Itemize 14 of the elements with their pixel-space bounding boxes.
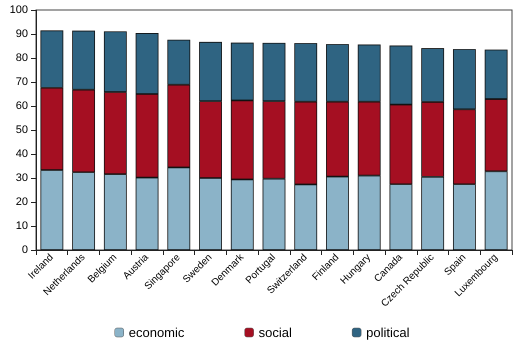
y-tick-label: 90 <box>16 28 28 40</box>
y-tick-label: 50 <box>16 124 28 136</box>
y-tick-label: 40 <box>16 148 28 160</box>
y-tick-label: 30 <box>16 172 28 184</box>
y-tick-label: 60 <box>16 100 28 112</box>
y-tick-label: 70 <box>16 76 28 88</box>
legend-label: political <box>366 325 410 340</box>
legend-label: social <box>258 325 292 340</box>
y-tick-label: 0 <box>22 244 28 256</box>
y-tick-label: 10 <box>16 220 28 232</box>
y-tick-label: 80 <box>16 52 28 64</box>
y-tick-label: 20 <box>16 196 28 208</box>
y-tick-label: 100 <box>10 4 28 16</box>
legend-label: economic <box>128 325 185 340</box>
